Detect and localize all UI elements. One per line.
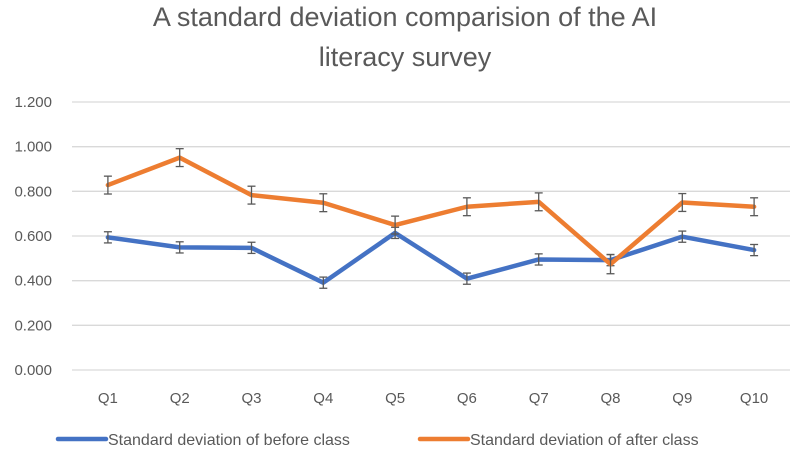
legend-label: Standard deviation of after class (470, 432, 699, 449)
y-tick-label: 1.000 (14, 139, 52, 156)
x-tick-label: Q7 (529, 390, 549, 407)
x-tick-label: Q6 (457, 390, 477, 407)
series-line (108, 233, 754, 283)
legend-label: Standard deviation of before class (108, 432, 350, 449)
y-tick-label: 0.600 (14, 228, 52, 245)
x-tick-label: Q5 (385, 390, 405, 407)
y-tick-label: 0.000 (14, 362, 52, 379)
x-tick-label: Q10 (740, 390, 768, 407)
y-tick-label: 0.400 (14, 273, 52, 290)
y-tick-label: 0.800 (14, 183, 52, 200)
y-tick-label: 0.200 (14, 317, 52, 334)
x-tick-label: Q1 (98, 390, 118, 407)
y-tick-label: 1.200 (14, 94, 52, 111)
x-tick-label: Q3 (241, 390, 261, 407)
chart-title-line-2: literacy survey (319, 42, 492, 72)
x-tick-label: Q9 (672, 390, 692, 407)
chart-title-line-1: A standard deviation comparision of the … (153, 2, 657, 32)
legend-item-0: Standard deviation of before class (58, 432, 350, 449)
x-tick-label: Q4 (313, 390, 333, 407)
legend-item-1: Standard deviation of after class (420, 432, 699, 449)
x-tick-label: Q8 (600, 390, 620, 407)
x-tick-label: Q2 (170, 390, 190, 407)
